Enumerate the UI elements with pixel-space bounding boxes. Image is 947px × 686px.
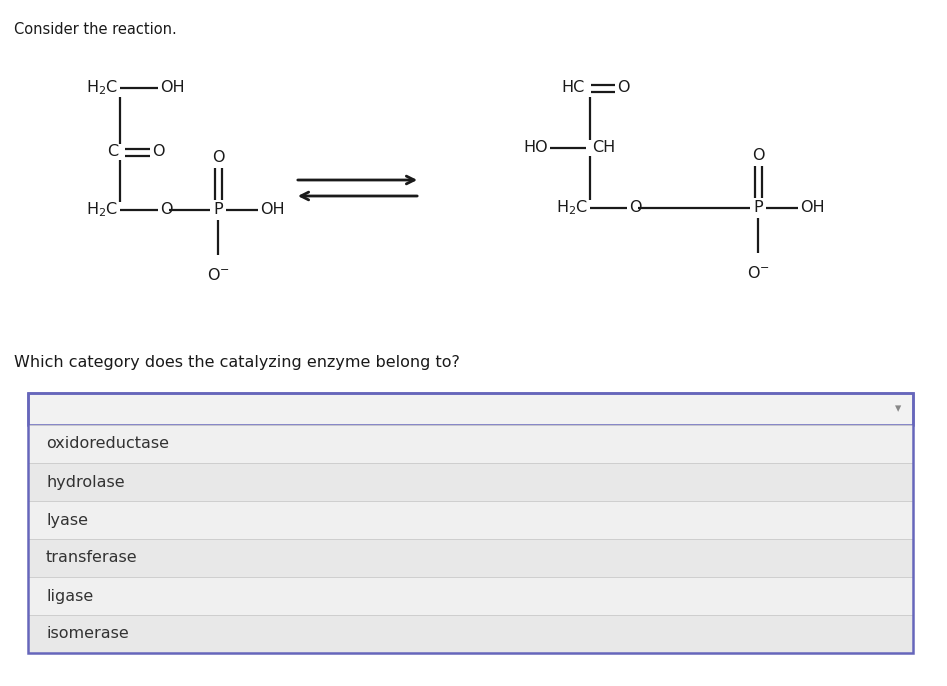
Text: Which category does the catalyzing enzyme belong to?: Which category does the catalyzing enzym… <box>14 355 460 370</box>
Bar <box>28 577 913 615</box>
Text: ▾: ▾ <box>895 403 902 416</box>
Text: O: O <box>160 202 172 217</box>
Text: $\mathregular{H_2C}$: $\mathregular{H_2C}$ <box>86 79 118 97</box>
Text: P: P <box>753 200 763 215</box>
Text: isomerase: isomerase <box>46 626 129 641</box>
Text: P: P <box>213 202 223 217</box>
Bar <box>28 393 913 653</box>
Text: OH: OH <box>800 200 825 215</box>
Bar <box>28 615 913 653</box>
Text: O: O <box>629 200 641 215</box>
Text: CH: CH <box>592 141 616 156</box>
Text: O: O <box>752 148 764 163</box>
Text: C: C <box>107 145 118 160</box>
Text: O: O <box>617 80 630 95</box>
Text: ligase: ligase <box>46 589 93 604</box>
Bar <box>28 501 913 539</box>
Text: HC: HC <box>562 80 585 95</box>
Bar <box>28 393 913 425</box>
Bar <box>28 425 913 463</box>
Text: Consider the reaction.: Consider the reaction. <box>14 22 177 37</box>
Text: lyase: lyase <box>46 512 88 528</box>
Bar <box>28 539 913 577</box>
Text: oxidoreductase: oxidoreductase <box>46 436 169 451</box>
Text: O: O <box>152 145 165 160</box>
Text: $\mathregular{H_2C}$: $\mathregular{H_2C}$ <box>86 200 118 220</box>
Text: O$^{-}$: O$^{-}$ <box>206 267 229 283</box>
Text: OH: OH <box>160 80 185 95</box>
Text: HO: HO <box>524 141 548 156</box>
Text: O: O <box>212 150 224 165</box>
Text: O$^{-}$: O$^{-}$ <box>746 265 770 281</box>
Text: hydrolase: hydrolase <box>46 475 125 490</box>
Bar <box>28 463 913 501</box>
Text: $\mathregular{H_2C}$: $\mathregular{H_2C}$ <box>556 199 588 217</box>
Text: transferase: transferase <box>46 550 137 565</box>
Text: OH: OH <box>260 202 285 217</box>
